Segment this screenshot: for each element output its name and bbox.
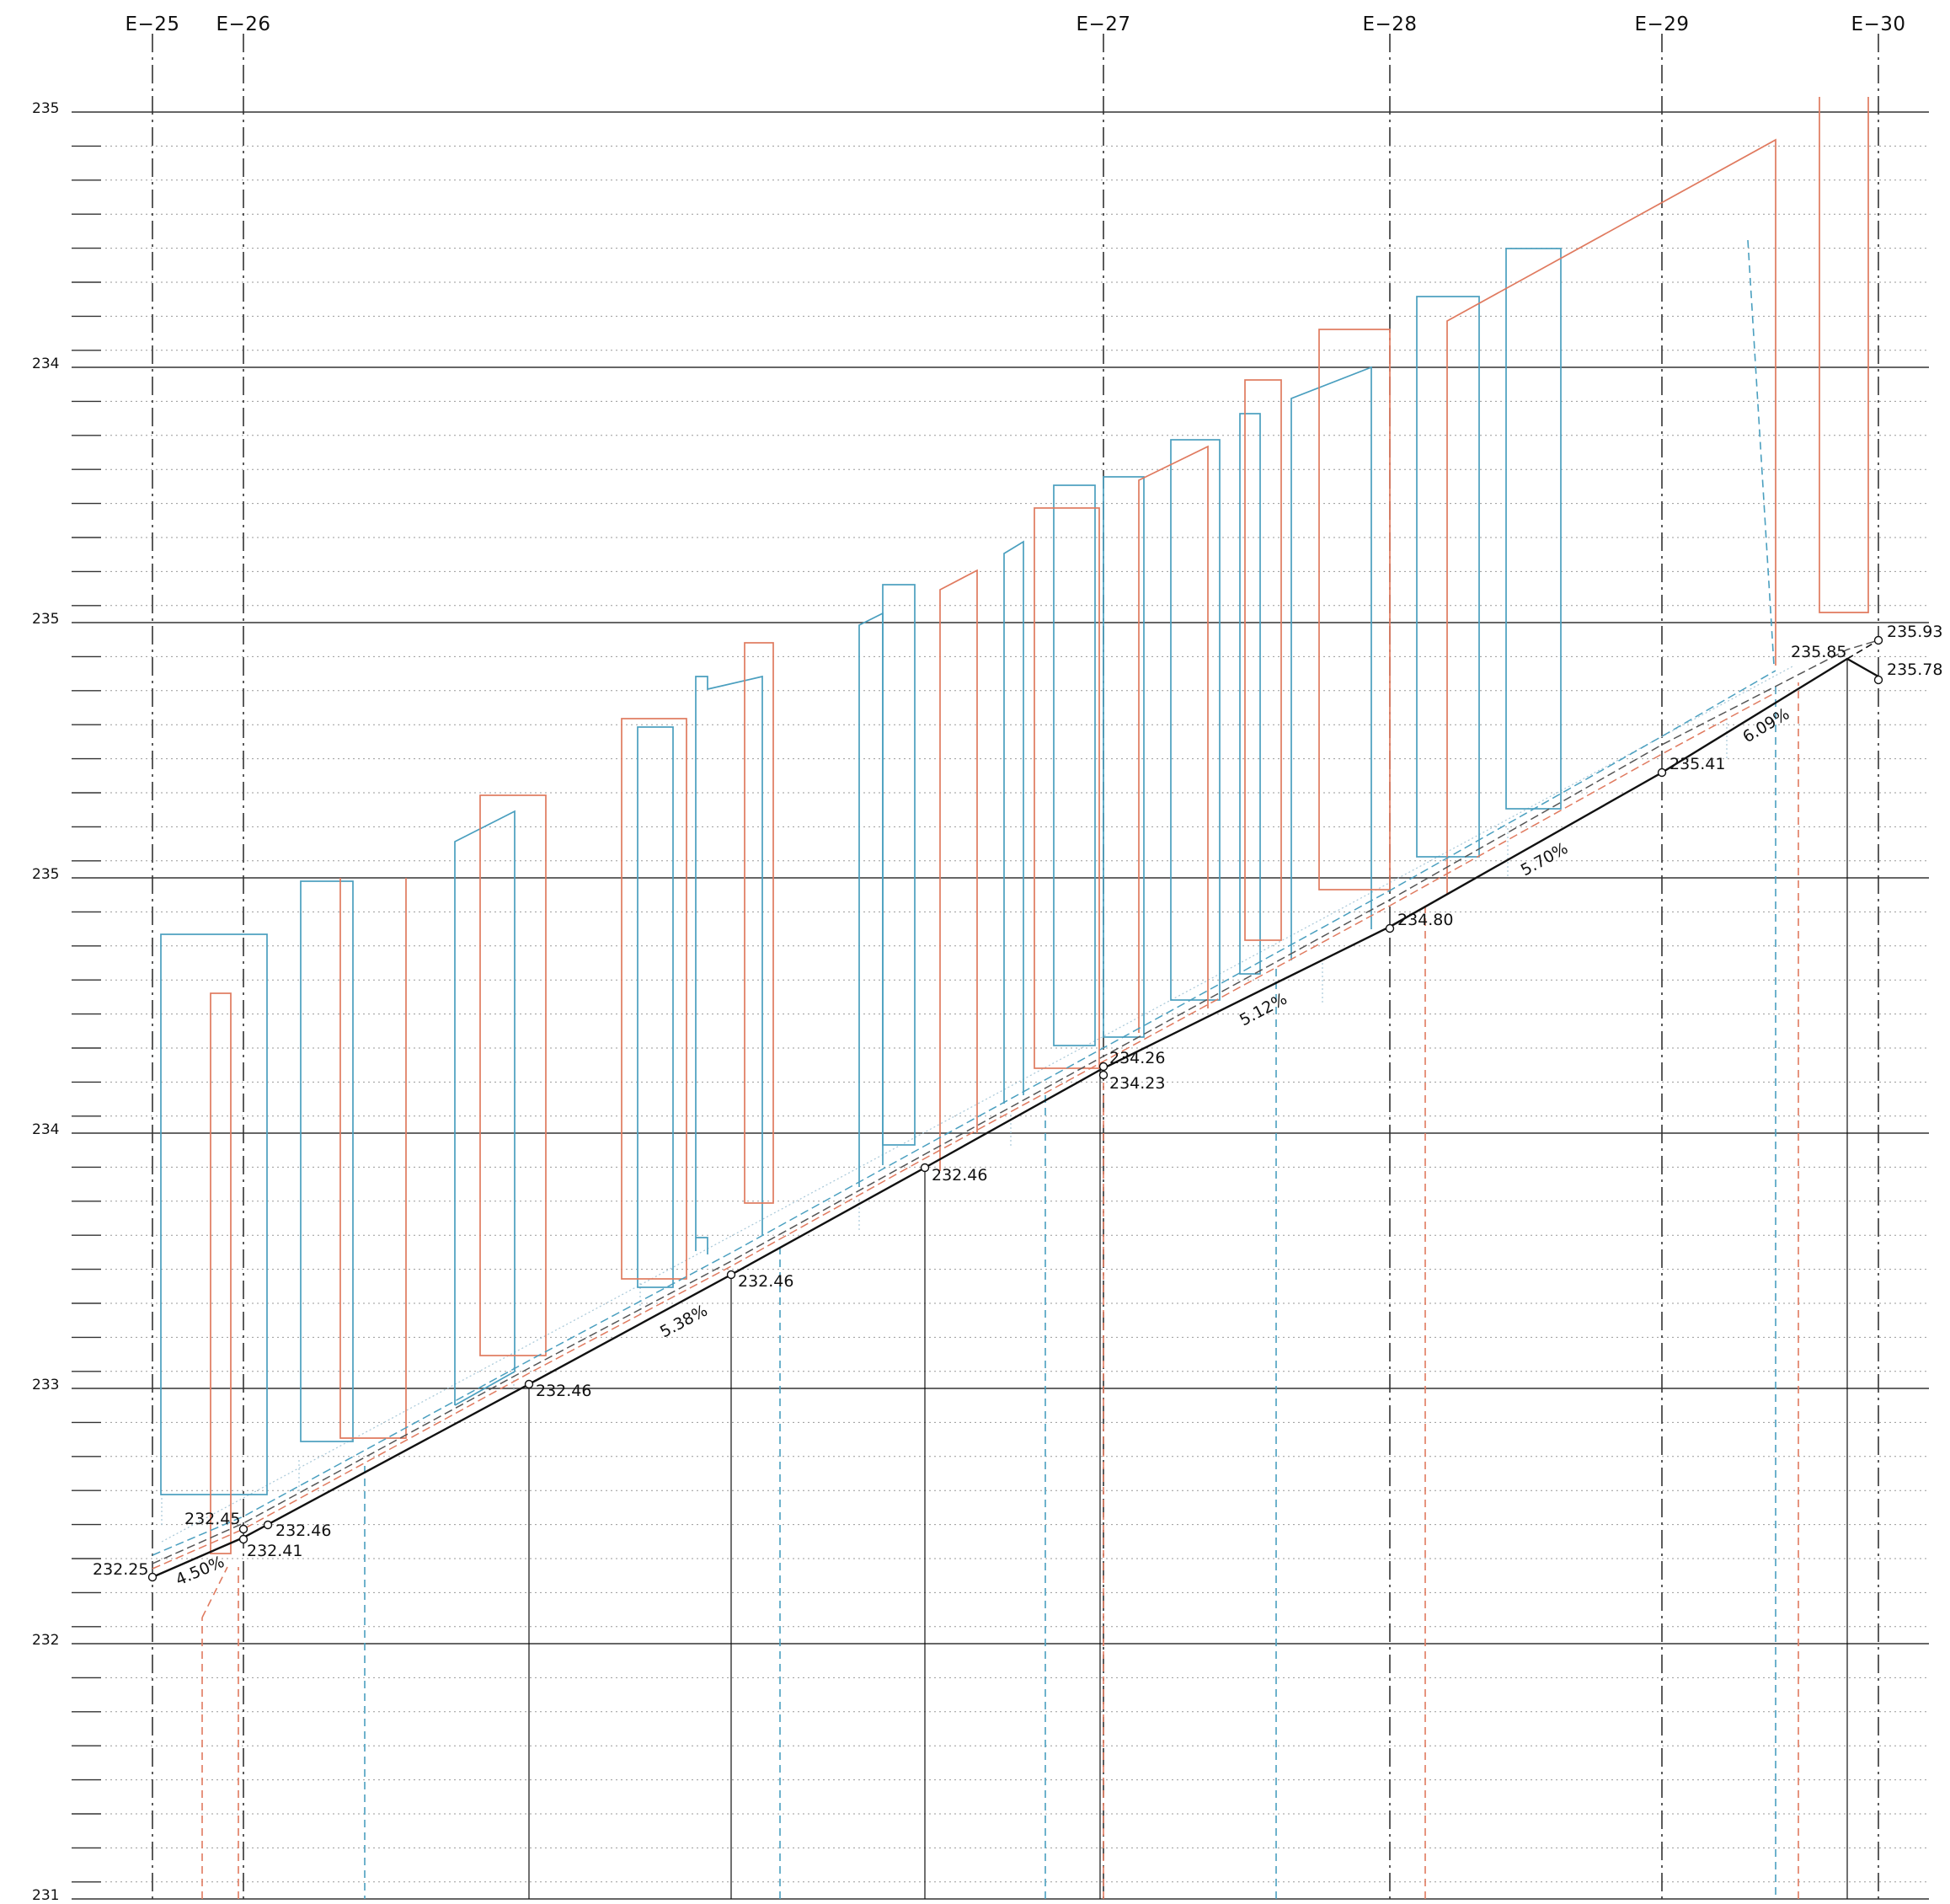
gridline-label: E−27 [1076, 13, 1130, 35]
blue-panel [637, 726, 674, 1288]
dashed-profiles [152, 639, 1879, 1570]
level-markers [147, 635, 1883, 1582]
reference-gridlines [152, 34, 1879, 1904]
blue-panel [696, 1237, 708, 1254]
level-label: 235.85 [1791, 643, 1846, 661]
level-label: 234.26 [1109, 1049, 1165, 1067]
blue-panel [1003, 540, 1024, 1104]
slope-labels: 4.50% 5.38% 5.12% 5.70% 6.09% [173, 704, 1792, 1589]
orange-panel [1819, 97, 1869, 613]
slope-label: 6.09% [1739, 704, 1792, 746]
orange-panel [621, 718, 687, 1280]
level-label: 235.41 [1670, 755, 1725, 773]
level-label: 232.25 [93, 1560, 148, 1579]
slope-label: 5.38% [657, 1302, 711, 1342]
orange-panel [1138, 445, 1209, 1033]
level-label: 232.46 [536, 1382, 591, 1400]
orange-dashed-drops [201, 682, 1799, 1899]
blue-outlines [160, 248, 1562, 1495]
level-label: 232.46 [275, 1522, 331, 1540]
datum-label: 235 [32, 866, 59, 883]
slope-label: 5.12% [1237, 990, 1290, 1030]
slope-label: 4.50% [173, 1553, 227, 1590]
level-labels: 232.25 232.45 232.46 232.41 232.46 232.4… [93, 623, 1942, 1579]
gridline-label: E−25 [125, 13, 179, 35]
level-label: 234.23 [1109, 1074, 1165, 1093]
datum-label: 234 [32, 1121, 59, 1138]
orange-panel [1446, 138, 1776, 895]
datum-labels: 235 234 235 235 234 233 232 231 [32, 100, 59, 1904]
blue-dashed-drops [364, 239, 1776, 1899]
blue-panel [1053, 484, 1096, 1046]
orange-panel [210, 992, 232, 1554]
gridline-labels: E−25 E−26 E−27 E−28 E−29 E−30 [125, 13, 1905, 35]
gridline-label: E−28 [1362, 13, 1417, 35]
blue-panel [1170, 439, 1221, 1001]
dotted-grid [105, 145, 1929, 1883]
level-label: 232.41 [247, 1542, 302, 1560]
blue-panel [882, 584, 916, 1146]
blue-panel [695, 675, 763, 1251]
drop-lines [528, 659, 1848, 1899]
pale-dotted-lines [161, 665, 1795, 1543]
level-label: 234.80 [1397, 911, 1453, 929]
slope-label: 5.70% [1518, 839, 1571, 880]
datum-label: 232 [32, 1632, 59, 1649]
blue-panel [858, 612, 884, 1187]
orange-panel [939, 569, 978, 1171]
blue-panel [1505, 248, 1562, 810]
main-profile [152, 639, 1879, 1579]
datum-label: 233 [32, 1377, 59, 1393]
level-label: 232.46 [738, 1272, 793, 1291]
blue-panel [1290, 366, 1372, 960]
orange-panel [744, 642, 774, 1204]
orange-panel [1318, 329, 1391, 890]
blue-panel [1103, 476, 1145, 1038]
blue-panel [160, 933, 268, 1495]
gridline-label: E−29 [1634, 13, 1689, 35]
blue-panel [1239, 413, 1261, 975]
blue-panel [454, 810, 516, 1405]
blue-panel [300, 880, 354, 1442]
level-label: 235.78 [1887, 661, 1942, 679]
orange-panel [1034, 507, 1100, 1069]
datum-label: 234 [32, 356, 59, 372]
orange-outlines [210, 97, 1869, 1554]
datum-label: 235 [32, 100, 59, 117]
datum-label: 235 [32, 611, 59, 628]
tick-marks [72, 145, 101, 1883]
datum-grid [72, 111, 1929, 1900]
level-label: 232.45 [184, 1510, 240, 1528]
orange-panel [479, 794, 547, 1356]
orange-panel [1244, 379, 1282, 941]
level-label: 232.46 [932, 1166, 987, 1185]
blue-panel [1416, 296, 1480, 858]
level-label: 235.93 [1887, 623, 1942, 641]
datum-label: 231 [32, 1887, 59, 1904]
gridline-label: E−30 [1851, 13, 1905, 35]
gridline-label: E−26 [216, 13, 270, 35]
orange-panel [339, 878, 407, 1439]
